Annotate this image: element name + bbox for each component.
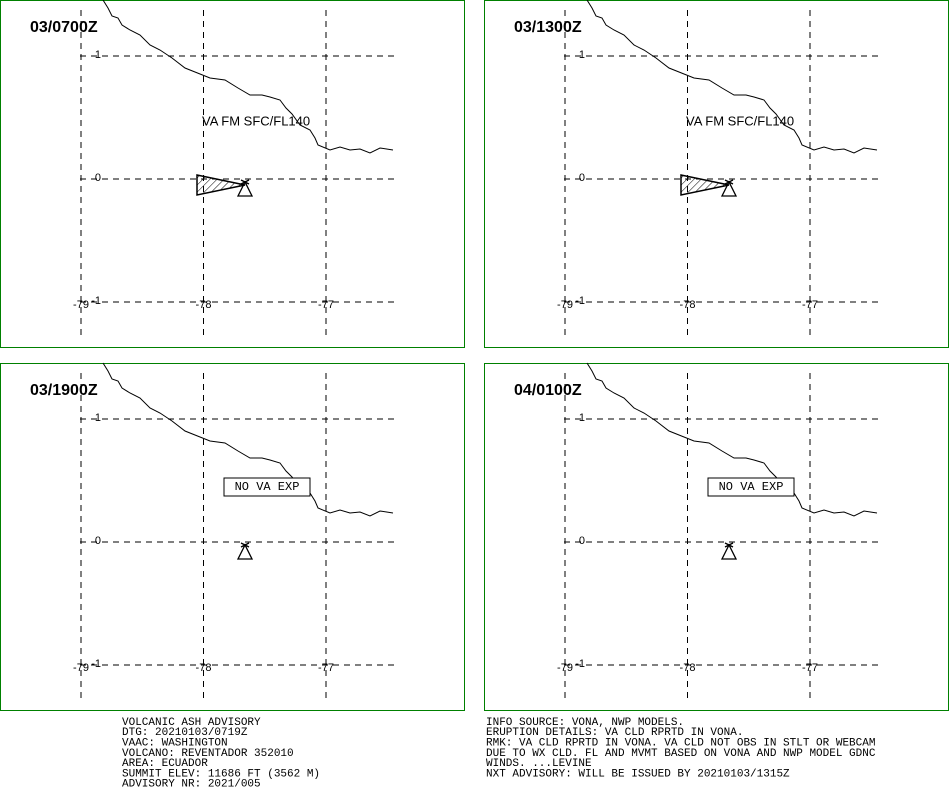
lon-label: -77	[802, 299, 818, 311]
advisory-line: DUE TO WX CLD. FL AND MVMT BASED ON VONA…	[486, 748, 876, 760]
advisory-line: INFO SOURCE: VONA, NWP MODELS.	[486, 717, 684, 729]
lon-label: -79	[557, 662, 573, 674]
advisory-line: ERUPTION DETAILS: VA CLD RPRTD IN VONA.	[486, 727, 743, 739]
lat-label: 1	[579, 412, 585, 424]
advisory-line: AREA: ECUADOR	[122, 758, 208, 770]
panel-border	[0, 0, 465, 348]
lat-label: 0	[95, 172, 101, 184]
valid-time: 03/0700Z	[30, 19, 98, 36]
lat-label: 1	[95, 412, 101, 424]
coastline	[102, 0, 394, 154]
coastline	[586, 362, 878, 517]
lon-label: -77	[802, 662, 818, 674]
advisory-line: NXT ADVISORY: WILL BE ISSUED BY 20210103…	[486, 768, 790, 780]
volcano-symbol	[720, 542, 738, 560]
advisory-line: RMK: VA CLD RPRTD IN VONA. VA CLD NOT OB…	[486, 738, 875, 750]
panel-border	[484, 363, 949, 711]
advisory-line: VAAC: WASHINGTON	[122, 738, 228, 750]
ash-cloud	[680, 174, 730, 196]
lon-label: -77	[318, 662, 334, 674]
lon-label: -79	[73, 662, 89, 674]
lat-label: 0	[95, 535, 101, 547]
annotation: NO VA EXP	[235, 480, 300, 494]
valid-time: 04/0100Z	[514, 382, 582, 399]
map-panel: -79 -78 -77 1 0 -1 03/1900Z NO VA EXP	[0, 362, 465, 711]
lat-label: -1	[91, 295, 101, 307]
coastline	[586, 0, 878, 154]
lon-label: -79	[557, 299, 573, 311]
lon-label: -78	[196, 299, 212, 311]
advisory-line: VOLCANO: REVENTADOR 352010	[122, 748, 294, 760]
lat-label: 1	[95, 49, 101, 61]
advisory-line: SUMMIT ELEV: 11686 FT (3562 M)	[122, 768, 320, 780]
volcano-symbol	[236, 542, 254, 560]
coastline	[102, 362, 394, 517]
annotation-box	[223, 477, 311, 497]
volcano-symbol	[236, 179, 254, 197]
lon-label: -78	[680, 662, 696, 674]
valid-time: 03/1300Z	[514, 19, 582, 36]
annotation-box	[707, 477, 795, 497]
map-panel: -79 -78 -77 1 0 -1 03/1300Z VA FM SFC/FL140	[484, 0, 949, 348]
ash-cloud	[196, 174, 246, 196]
valid-time: 03/1900Z	[30, 382, 98, 399]
annotation: NO VA EXP	[719, 480, 784, 494]
advisory-line: ADVISORY NR: 2021/005	[122, 779, 261, 791]
volcano-symbol	[720, 179, 738, 197]
map-panel: -79 -78 -77 1 0 -1 03/0700Z VA FM SFC/FL140	[0, 0, 465, 348]
advisory-line: DTG: 20210103/0719Z	[122, 727, 248, 739]
lat-label: -1	[91, 658, 101, 670]
lat-label: 1	[579, 49, 585, 61]
lon-label: -78	[196, 662, 212, 674]
lat-label: -1	[575, 295, 585, 307]
annotation: VA FM SFC/FL140	[202, 113, 310, 128]
panel-border	[0, 363, 465, 711]
advisory-line: VOLCANIC ASH ADVISORY	[122, 717, 261, 729]
advisory-line: WINDS. ...LEVINE	[486, 758, 592, 770]
map-panel: -79 -78 -77 1 0 -1 04/0100Z NO VA EXP	[484, 362, 949, 711]
lat-label: 0	[579, 535, 585, 547]
lat-label: -1	[575, 658, 585, 670]
panel-border	[484, 0, 949, 348]
lon-label: -78	[680, 299, 696, 311]
lat-label: 0	[579, 172, 585, 184]
lon-label: -79	[73, 299, 89, 311]
annotation: VA FM SFC/FL140	[686, 113, 794, 128]
lon-label: -77	[318, 299, 334, 311]
